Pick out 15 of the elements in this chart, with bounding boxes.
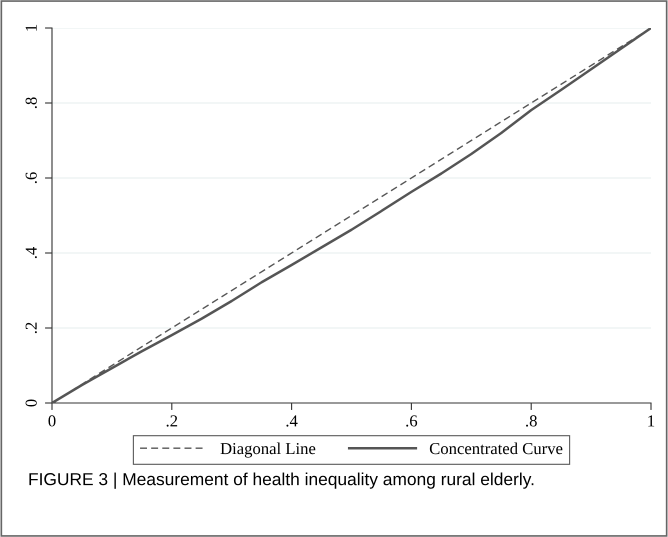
x-tick-label: .6 (406, 415, 418, 427)
legend-label: Concentrated Curve (430, 442, 562, 454)
y-tick-label: .2 (26, 322, 37, 334)
y-tick-label: .6 (26, 172, 37, 184)
y-tick-label: .8 (26, 97, 37, 108)
caption: FIGURE 3 | Measurement of health inequality among rural elderly. (29, 472, 534, 489)
y-tick-label: 0 (26, 399, 37, 407)
x-tick-label: 1 (648, 415, 654, 426)
y-tick-label: .4 (26, 247, 37, 258)
x-tick-label: 0 (48, 415, 56, 427)
x-tick-label: .2 (166, 415, 178, 427)
y-tick-label: 1 (26, 24, 37, 31)
legend-label: Diagonal Line (220, 442, 316, 458)
x-tick-label: .8 (526, 415, 537, 427)
x-tick-label: .4 (286, 415, 298, 427)
